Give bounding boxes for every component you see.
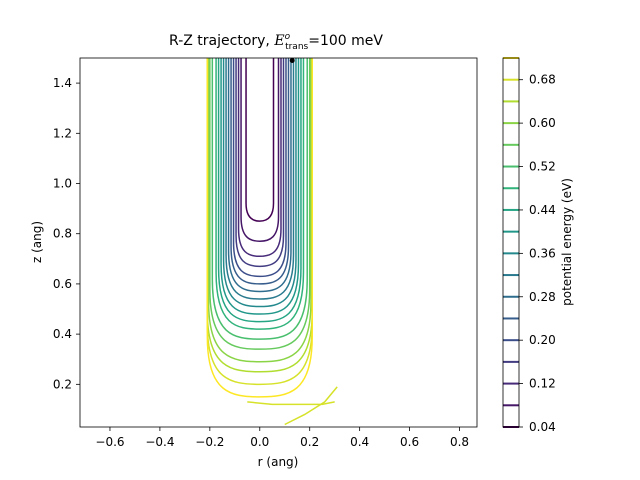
low-contour-fragment-0 <box>247 401 335 406</box>
contour-lines <box>206 58 313 398</box>
colorbar-tick-label: 0.44 <box>529 203 556 217</box>
contour-line-10 <box>217 58 302 323</box>
x-tick-label: 0.4 <box>350 435 369 449</box>
contour-line-1 <box>240 58 280 242</box>
colorbar-level-lines <box>503 57 519 428</box>
title-suffix: =100 meV <box>308 33 383 49</box>
contour-line-9 <box>220 58 300 315</box>
contour-line-14 <box>207 58 312 363</box>
y-tick-label: 1.4 <box>53 76 72 90</box>
plot-frame <box>79 57 478 428</box>
x-tick-label: 0.2 <box>300 435 319 449</box>
y-tick-label: 0.8 <box>53 227 72 241</box>
contour-line-16 <box>206 58 313 386</box>
title-symbol: E <box>273 33 284 49</box>
y-axis-label: z (ang) <box>30 221 44 263</box>
contour-line-13 <box>209 58 311 350</box>
colorbar-tick-label: 0.04 <box>529 420 556 434</box>
y-tick-label: 0.2 <box>53 377 72 391</box>
low-contour-fragment-1 <box>284 386 338 426</box>
contour-line-12 <box>211 58 308 340</box>
y-tick-label: 0.6 <box>53 277 72 291</box>
y-tick-label: 1.2 <box>53 126 72 140</box>
title-prefix: R-Z trajectory, <box>169 33 274 49</box>
trajectory <box>289 58 295 64</box>
contour-line-17 <box>206 58 313 398</box>
contour-line-3 <box>235 58 285 268</box>
x-tick-label: −0.2 <box>195 435 224 449</box>
x-axis-label: r (ang) <box>258 455 299 469</box>
colorbar-tick-label: 0.68 <box>529 73 556 87</box>
contour-line-7 <box>225 58 295 300</box>
colorbar: 0.04 0.12 0.20 0.28 0.36 0.44 0.52 0.60 0.68 pot… <box>502 57 574 434</box>
contour-line-6 <box>227 58 292 293</box>
contour-line-11 <box>215 58 305 330</box>
contour-line-8 <box>222 58 297 308</box>
colorbar-tick-label: 0.52 <box>529 160 556 174</box>
x-axis-ticks: −0.6 −0.4 −0.2 0.0 0.2 0.4 0.6 0.8 <box>95 427 469 449</box>
x-tick-label: −0.6 <box>95 435 124 449</box>
x-tick-label: 0.8 <box>450 435 469 449</box>
chart-title: R-Z trajectory, Eo trans=100 meV <box>169 32 383 52</box>
low-contour-fragments <box>247 386 338 426</box>
trajectory-point <box>289 58 295 64</box>
colorbar-tick-label: 0.36 <box>529 246 556 260</box>
colorbar-ticks: 0.04 0.12 0.20 0.28 0.36 0.44 0.52 0.60 0.68 <box>519 73 556 434</box>
title-subscript: trans <box>285 42 308 52</box>
colorbar-frame <box>502 57 520 428</box>
colorbar-label: potential energy (eV) <box>560 178 574 306</box>
colorbar-tick-label: 0.60 <box>529 116 556 130</box>
contour-line-2 <box>237 58 282 258</box>
contour-line-0 <box>245 58 275 222</box>
colorbar-tick-label: 0.12 <box>529 377 556 391</box>
colorbar-tick-label: 0.28 <box>529 290 556 304</box>
x-tick-label: −0.4 <box>145 435 174 449</box>
contour-line-15 <box>206 58 313 373</box>
y-tick-label: 1.0 <box>53 177 72 191</box>
plot-area: −0.6 −0.4 −0.2 0.0 0.2 0.4 0.6 0.8 0.2 0.4 0.6 0.8… <box>30 57 478 469</box>
x-tick-label: 0.0 <box>250 435 269 449</box>
contour-line-4 <box>232 58 287 278</box>
x-tick-label: 0.6 <box>400 435 419 449</box>
y-axis-ticks: 0.2 0.4 0.6 0.8 1.0 1.2 1.4 <box>53 76 80 391</box>
colorbar-tick-label: 0.20 <box>529 333 556 347</box>
title-superscript: o <box>285 32 291 42</box>
contour-line-5 <box>230 58 290 285</box>
y-tick-label: 0.4 <box>53 327 72 341</box>
